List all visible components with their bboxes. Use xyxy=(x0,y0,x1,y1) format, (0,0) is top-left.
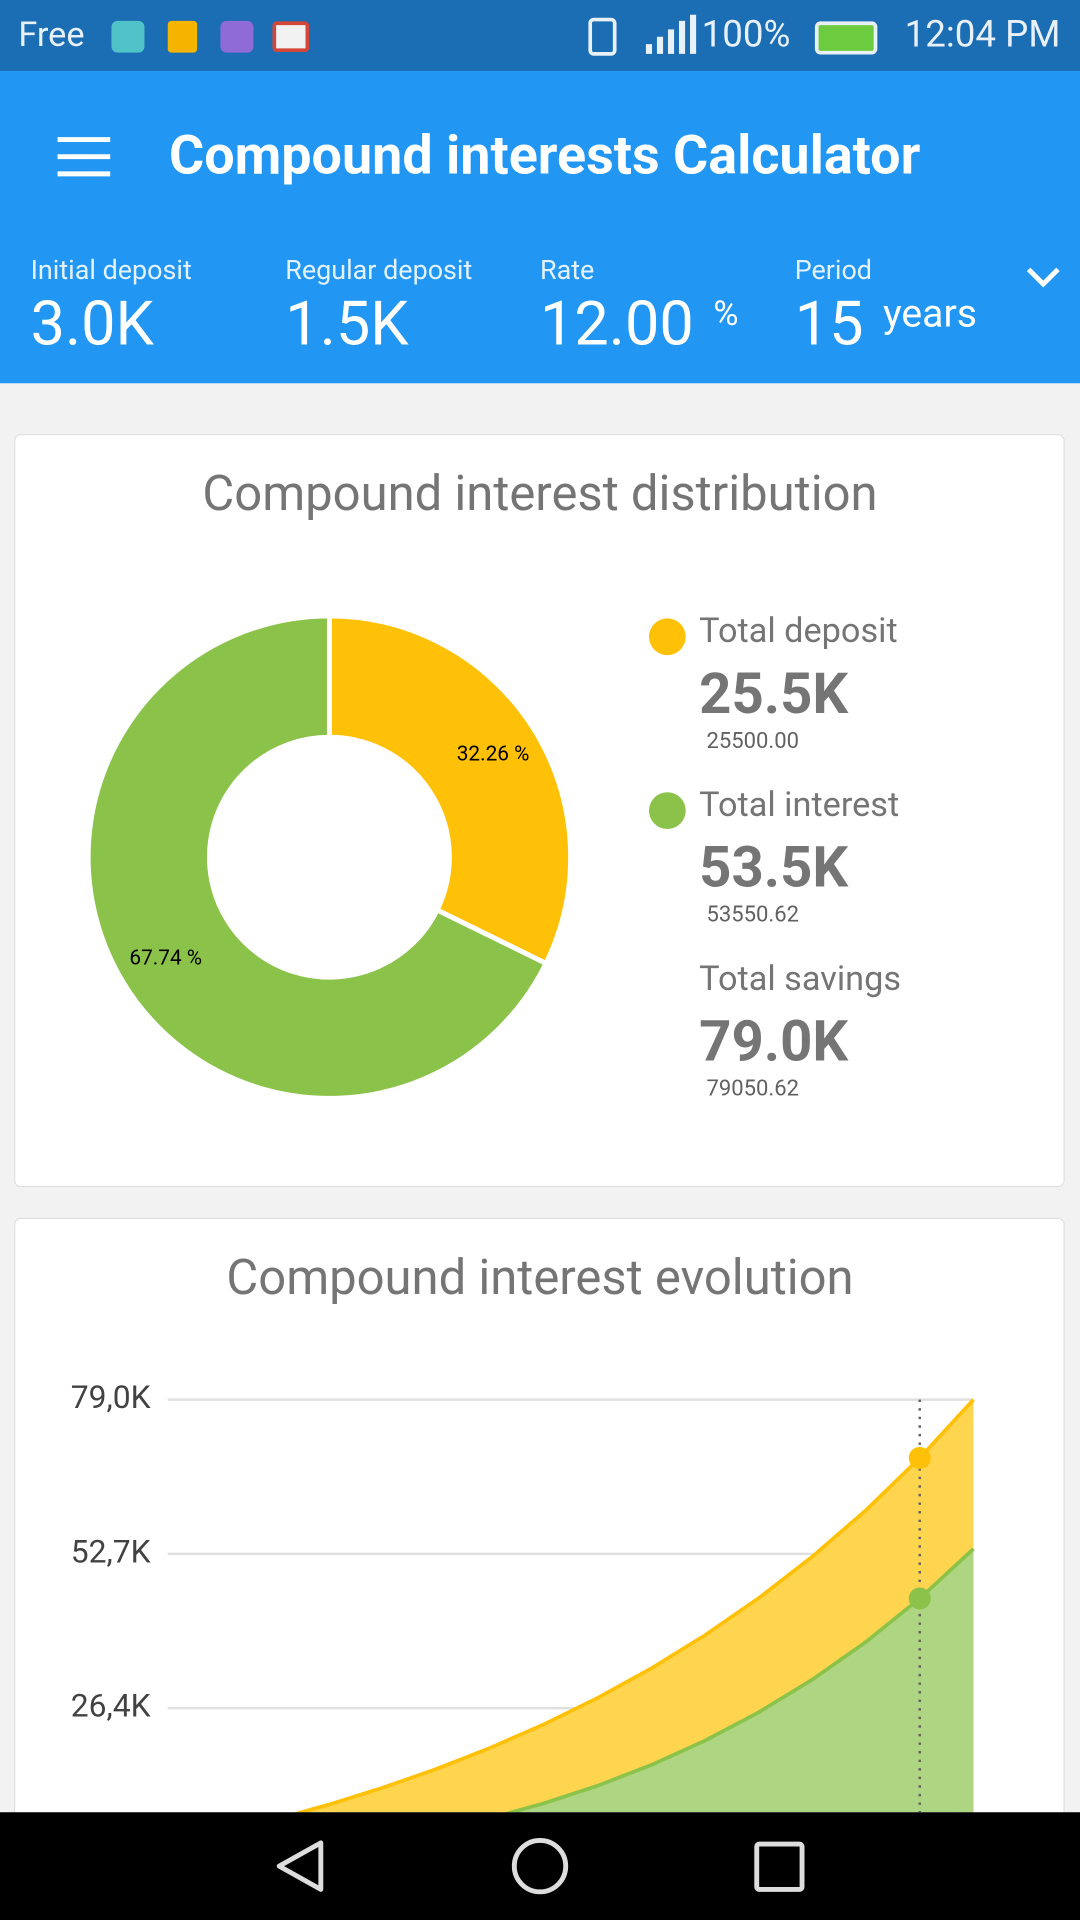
legend-short: 25.5K xyxy=(699,661,849,727)
input-label: Period xyxy=(795,254,872,286)
y-tick-label: 79,0K xyxy=(71,1378,151,1416)
card-title: Compound interest evolution xyxy=(226,1249,853,1306)
notification-icon xyxy=(167,20,198,53)
area-line xyxy=(504,1547,975,1813)
input-value: 1.5K xyxy=(285,287,409,359)
cursor-dot xyxy=(908,1446,931,1469)
legend-dot xyxy=(648,792,686,829)
slice-label: 32.26 % xyxy=(457,743,530,767)
home-button[interactable] xyxy=(511,1837,569,1895)
expand-button[interactable] xyxy=(1026,267,1060,288)
input-label: Initial deposit xyxy=(31,254,192,286)
input-value: 15 xyxy=(795,287,864,359)
area-line xyxy=(294,1398,975,1813)
notification-icon xyxy=(272,21,310,53)
area-chart: 79,0K 52,7K 26,4K xyxy=(71,1378,975,1813)
legend-name: Total interest xyxy=(699,785,899,825)
input-unit: % xyxy=(713,294,738,334)
recents-button[interactable] xyxy=(754,1841,805,1892)
input-label: Rate xyxy=(540,254,594,286)
input-value: 3.0K xyxy=(31,287,155,359)
legend-short: 79.0K xyxy=(699,1009,849,1075)
back-button[interactable] xyxy=(276,1840,324,1892)
carrier: Free xyxy=(18,15,84,55)
area xyxy=(511,1548,974,1813)
input-unit: years xyxy=(883,290,977,336)
menu-button[interactable] xyxy=(57,137,111,177)
legend-dot xyxy=(648,618,686,656)
y-tick-label: 52,7K xyxy=(71,1532,151,1570)
signal-icon xyxy=(645,14,697,54)
notification-icon xyxy=(220,20,254,53)
battery-icon xyxy=(814,21,878,55)
legend-name: Total deposit xyxy=(699,611,898,651)
donut-slice xyxy=(326,613,573,967)
vibrate-icon xyxy=(588,17,617,56)
legend-exact: 25500.00 xyxy=(707,729,799,754)
legend-exact: 79050.62 xyxy=(707,1077,799,1102)
slice-label: 67.74 % xyxy=(129,947,202,971)
clock: 12:04 PM xyxy=(905,12,1061,55)
donut-chart: 32.26 % 67.74 % xyxy=(85,613,573,1101)
battery-percent: 100% xyxy=(702,12,791,55)
area xyxy=(301,1399,974,1813)
legend-short: 53.5K xyxy=(699,835,849,901)
app-title: Compound interests Calculator xyxy=(169,124,921,187)
notification-icon xyxy=(111,20,145,53)
legend-exact: 53550.62 xyxy=(707,903,799,928)
y-tick-label: 26,4K xyxy=(71,1687,151,1725)
input-value: 12.00 xyxy=(540,287,694,359)
nav-bar xyxy=(0,1812,1080,1920)
legend-name: Total savings xyxy=(699,959,901,999)
app-bar xyxy=(0,71,1080,384)
cursor-dot xyxy=(908,1587,931,1610)
input-label: Regular deposit xyxy=(285,254,472,286)
card-title: Compound interest distribution xyxy=(202,465,877,522)
donut-slice xyxy=(85,613,550,1101)
